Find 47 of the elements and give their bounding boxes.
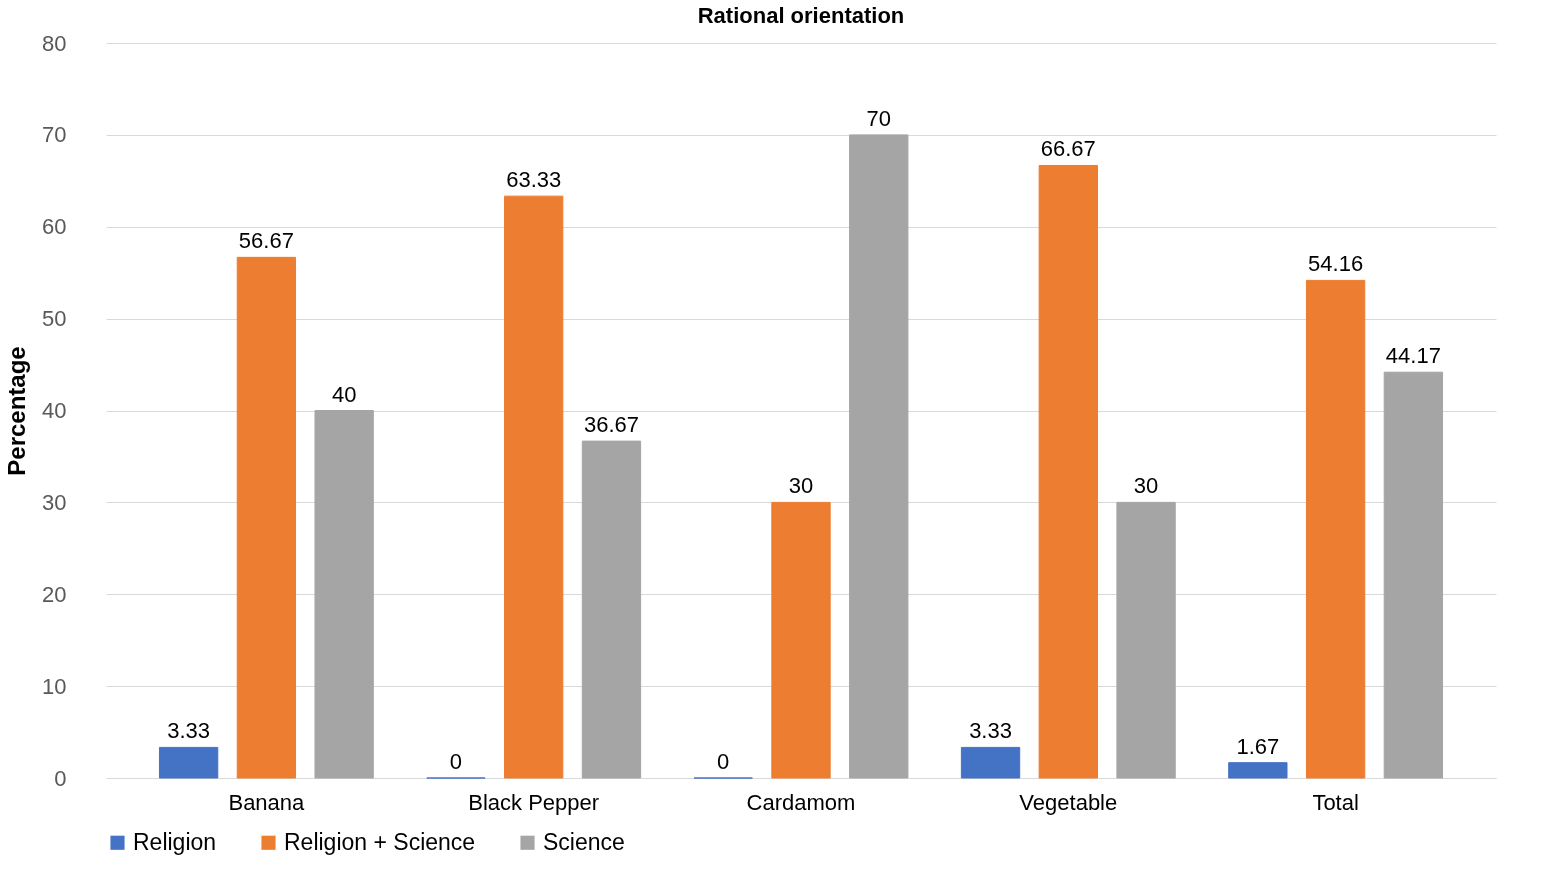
bar xyxy=(504,195,564,779)
y-tick-label: 10 xyxy=(42,673,67,699)
x-tick-label: Black Pepper xyxy=(468,789,600,815)
y-tick-label: 40 xyxy=(42,398,67,423)
data-label: 0 xyxy=(449,749,463,774)
bar xyxy=(1038,164,1098,779)
y-tick-label: 20 xyxy=(42,581,67,607)
chart-title: Rational orientation xyxy=(697,3,905,28)
bar xyxy=(960,746,1021,779)
bar xyxy=(1116,501,1176,779)
bar xyxy=(1305,279,1366,779)
bar xyxy=(1383,371,1444,779)
bar xyxy=(158,746,219,779)
y-tick-label: 80 xyxy=(42,30,67,56)
legend-label: Religion xyxy=(133,828,217,855)
bar xyxy=(1228,762,1288,779)
x-tick-label: Total xyxy=(1312,789,1359,815)
data-label: 0 xyxy=(717,749,730,774)
data-label: 70 xyxy=(866,105,891,131)
data-label: 56.67 xyxy=(238,228,294,254)
y-tick-label: 70 xyxy=(42,122,67,148)
y-axis-title: Percentage xyxy=(3,346,31,476)
data-label: 66.67 xyxy=(1040,136,1096,162)
y-tick-label: 30 xyxy=(42,489,67,515)
y-tick-label: 0 xyxy=(54,765,67,791)
bar xyxy=(849,134,909,779)
data-label: 30 xyxy=(788,473,814,499)
data-label: 63.33 xyxy=(506,167,562,193)
data-label: 3.33 xyxy=(167,718,211,744)
x-tick-label: Banana xyxy=(228,789,306,815)
data-label: 40 xyxy=(331,381,357,407)
y-tick-label: 60 xyxy=(42,214,67,240)
data-label: 3.33 xyxy=(969,718,1012,744)
x-tick-label: Vegetable xyxy=(1019,789,1118,815)
legend-label: Religion + Science xyxy=(284,828,476,855)
y-tick-label: 50 xyxy=(42,306,67,332)
data-label: 30 xyxy=(1133,473,1159,499)
data-label: 36.67 xyxy=(583,412,639,438)
legend-label: Science xyxy=(543,828,625,855)
x-tick-label: Cardamom xyxy=(746,789,856,815)
bar xyxy=(314,410,374,779)
data-label: 1.67 xyxy=(1236,733,1280,759)
bar xyxy=(236,256,297,779)
bar xyxy=(771,501,831,779)
data-label: 54.16 xyxy=(1308,251,1364,277)
bar xyxy=(581,440,642,779)
data-label: 44.17 xyxy=(1385,343,1441,369)
